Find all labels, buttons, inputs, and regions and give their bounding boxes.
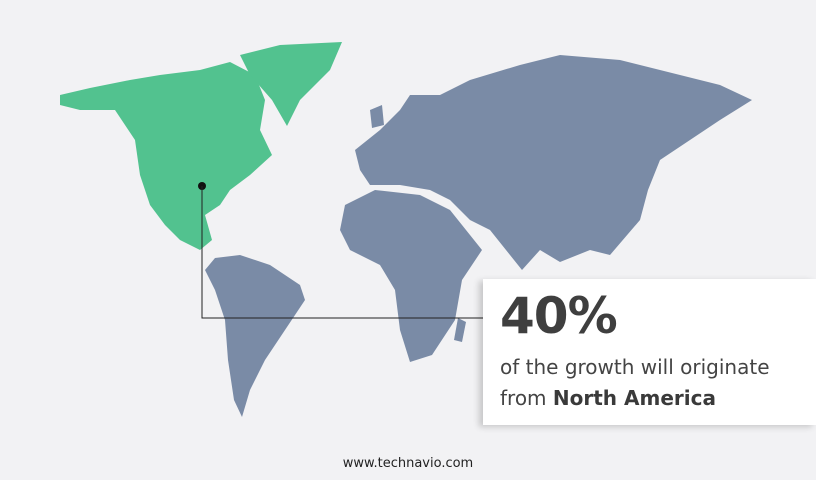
- growth-description: of the growth will originate: [500, 355, 770, 379]
- region-north-america: [60, 62, 272, 250]
- region-eurasia: [355, 55, 752, 270]
- region-africa: [340, 190, 482, 362]
- highlight-card: 40% of the growth will originate from No…: [483, 279, 816, 425]
- from-text: from: [500, 386, 547, 410]
- growth-percent: 40%: [500, 287, 618, 345]
- region-uk: [370, 105, 384, 128]
- region-south-america: [205, 255, 305, 417]
- footer-url: www.technavio.com: [342, 456, 474, 471]
- region-label: North America: [552, 386, 716, 410]
- leader-line: [198, 182, 483, 319]
- region-madagascar: [454, 318, 466, 342]
- growth-region-line: from North America: [500, 386, 716, 410]
- region-greenland: [240, 42, 342, 126]
